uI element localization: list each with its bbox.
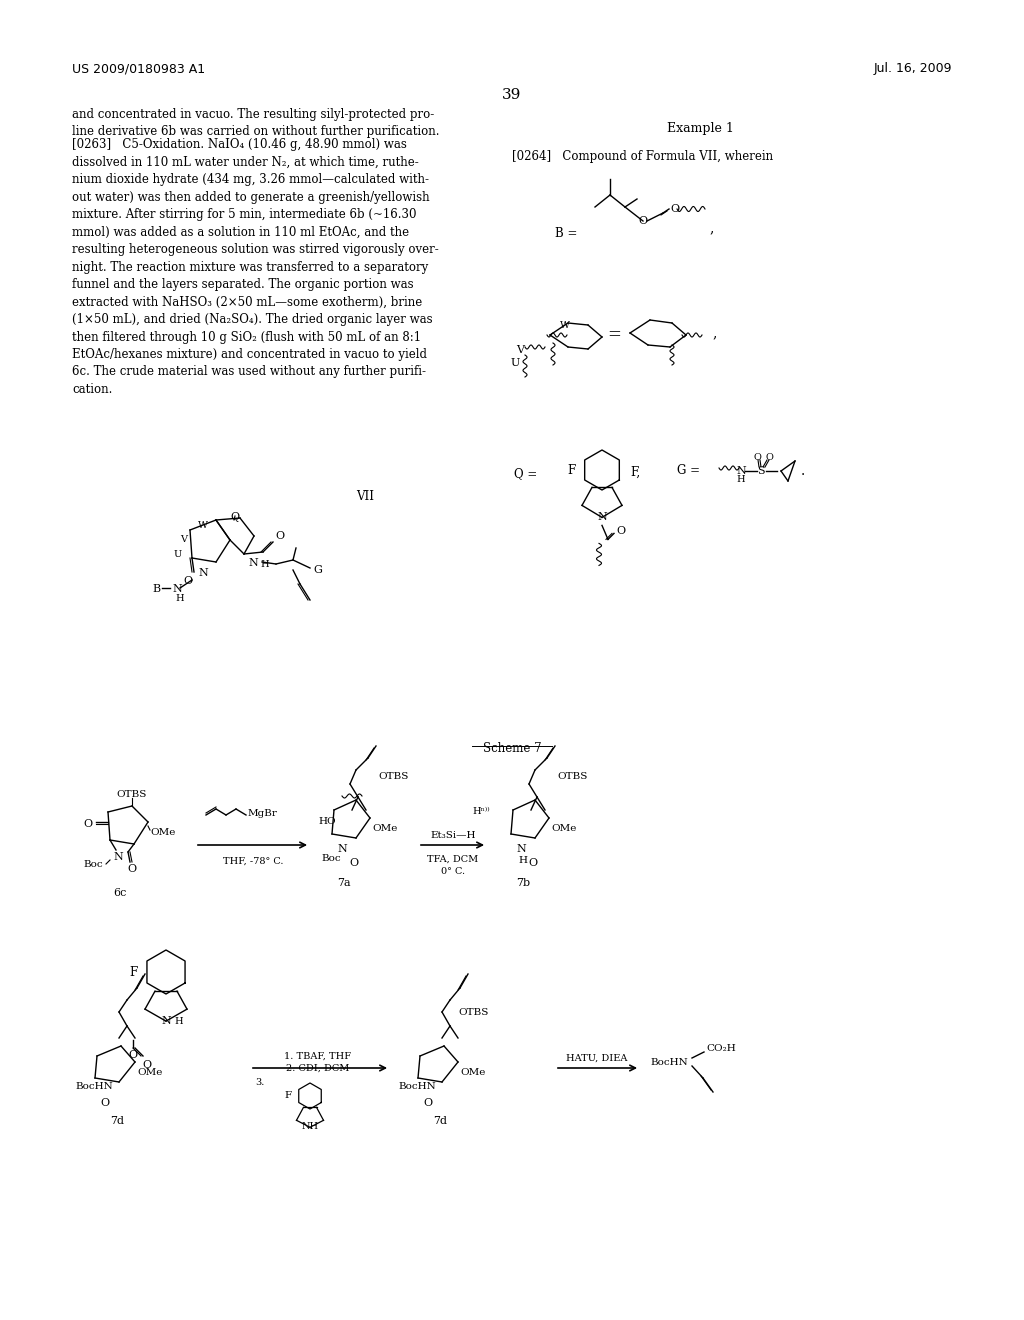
- Text: Jul. 16, 2009: Jul. 16, 2009: [873, 62, 952, 75]
- Text: O: O: [128, 1049, 137, 1060]
- Text: O: O: [142, 1060, 152, 1071]
- Text: [0263]   C5-Oxidation. NaIO₄ (10.46 g, 48.90 mmol) was
dissolved in 110 mL water: [0263] C5-Oxidation. NaIO₄ (10.46 g, 48.…: [72, 139, 438, 396]
- Text: F: F: [130, 965, 138, 978]
- Text: 39: 39: [503, 88, 521, 102]
- Text: H: H: [518, 855, 527, 865]
- Text: W: W: [560, 321, 570, 330]
- Text: OMe: OMe: [137, 1068, 163, 1077]
- Text: 3.: 3.: [255, 1078, 264, 1086]
- Text: 1. TBAF, THF: 1. TBAF, THF: [285, 1052, 351, 1061]
- Text: O: O: [765, 454, 773, 462]
- Text: N: N: [736, 466, 745, 477]
- Text: =: =: [607, 326, 621, 343]
- Text: 0° C.: 0° C.: [441, 867, 465, 876]
- Text: OMe: OMe: [372, 824, 397, 833]
- Text: W: W: [198, 521, 208, 531]
- Text: and concentrated in vacuo. The resulting silyl-protected pro-
line derivative 6b: and concentrated in vacuo. The resulting…: [72, 108, 439, 139]
- Text: S: S: [757, 466, 765, 477]
- Text: N: N: [198, 568, 208, 578]
- Text: H: H: [175, 594, 183, 603]
- Text: Q =: Q =: [514, 467, 538, 480]
- Text: B: B: [152, 583, 160, 594]
- Text: Hⁿ⁾⁾: Hⁿ⁾⁾: [472, 808, 490, 817]
- Text: Et₃Si—H: Et₃Si—H: [430, 832, 476, 840]
- Text: N: N: [248, 558, 258, 568]
- Text: N: N: [172, 583, 181, 594]
- Text: .: .: [801, 465, 805, 478]
- Text: N: N: [113, 851, 123, 862]
- Text: 6c: 6c: [114, 888, 127, 898]
- Text: Boc: Boc: [321, 854, 341, 863]
- Text: O: O: [424, 1098, 432, 1107]
- Text: OTBS: OTBS: [117, 789, 147, 799]
- Text: Boc: Boc: [83, 861, 102, 869]
- Text: OTBS: OTBS: [378, 772, 409, 781]
- Text: U: U: [510, 358, 519, 368]
- Text: F: F: [285, 1092, 292, 1101]
- Text: OTBS: OTBS: [557, 772, 588, 781]
- Text: O: O: [349, 858, 358, 869]
- Text: [0264]   Compound of Formula VII, wherein: [0264] Compound of Formula VII, wherein: [512, 150, 773, 162]
- Text: HO: HO: [318, 817, 336, 826]
- Text: 2. CDI, DCM: 2. CDI, DCM: [287, 1064, 349, 1073]
- Text: F,: F,: [630, 466, 640, 479]
- Text: F: F: [567, 463, 575, 477]
- Text: N: N: [161, 1016, 171, 1026]
- Text: BocHN: BocHN: [398, 1082, 436, 1092]
- Text: OTBS: OTBS: [458, 1008, 488, 1016]
- Text: H: H: [261, 560, 269, 569]
- Text: O: O: [183, 576, 193, 586]
- Text: OMe: OMe: [551, 824, 577, 833]
- Text: O: O: [670, 205, 679, 214]
- Text: ,: ,: [712, 326, 717, 341]
- Text: V: V: [180, 535, 187, 544]
- Text: BocHN: BocHN: [650, 1059, 688, 1067]
- Text: N: N: [337, 843, 347, 854]
- Text: O: O: [616, 527, 625, 536]
- Text: G =: G =: [677, 463, 700, 477]
- Text: O: O: [100, 1098, 110, 1107]
- Text: N: N: [597, 512, 607, 523]
- Text: OMe: OMe: [150, 828, 175, 837]
- Text: BocHN: BocHN: [75, 1082, 113, 1092]
- Text: 7d: 7d: [433, 1115, 447, 1126]
- Text: MgBr: MgBr: [248, 809, 278, 818]
- Text: V: V: [516, 345, 524, 355]
- Text: N: N: [516, 843, 526, 854]
- Text: HATU, DIEA: HATU, DIEA: [566, 1053, 628, 1063]
- Text: H: H: [174, 1018, 182, 1026]
- Text: O: O: [84, 818, 93, 829]
- Text: 7d: 7d: [110, 1115, 124, 1126]
- Text: CO₂H: CO₂H: [706, 1044, 736, 1053]
- Text: NH: NH: [301, 1122, 318, 1131]
- Text: TFA, DCM: TFA, DCM: [427, 855, 478, 865]
- Text: U: U: [174, 550, 182, 558]
- Text: VII: VII: [356, 490, 374, 503]
- Text: O: O: [275, 531, 284, 541]
- Text: H: H: [736, 475, 745, 484]
- Text: 7a: 7a: [337, 878, 351, 888]
- Text: OMe: OMe: [460, 1068, 485, 1077]
- Text: Q: Q: [230, 512, 240, 521]
- Text: US 2009/0180983 A1: US 2009/0180983 A1: [72, 62, 205, 75]
- Text: ,: ,: [709, 220, 714, 235]
- Text: Example 1: Example 1: [667, 121, 733, 135]
- Text: THF, -78° C.: THF, -78° C.: [223, 857, 284, 866]
- Text: O: O: [638, 216, 647, 226]
- Text: O: O: [753, 454, 761, 462]
- Text: O: O: [127, 865, 136, 874]
- Text: G: G: [313, 565, 322, 576]
- Text: O: O: [528, 858, 538, 869]
- Text: B =: B =: [555, 227, 578, 240]
- Text: 7b: 7b: [516, 878, 530, 888]
- Text: Scheme 7: Scheme 7: [482, 742, 542, 755]
